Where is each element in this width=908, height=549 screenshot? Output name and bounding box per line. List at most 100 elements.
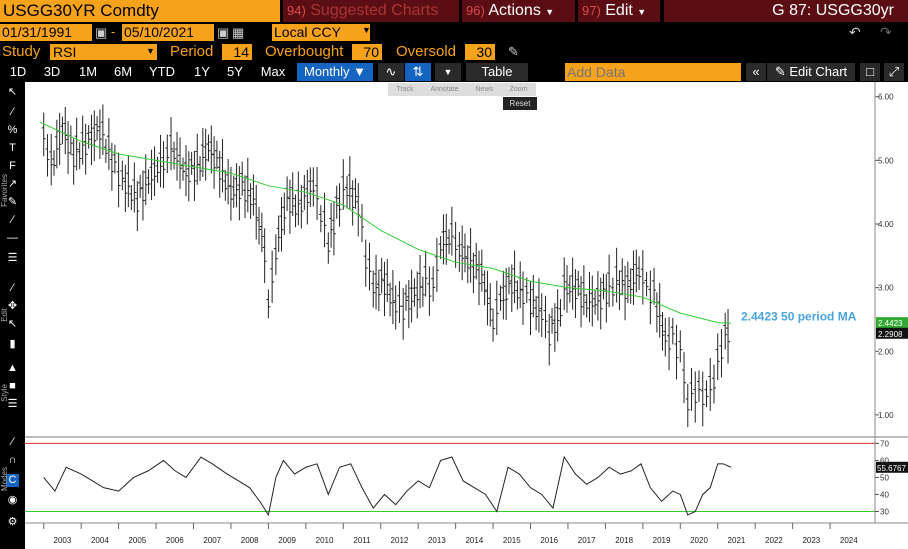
rsi-tick-label: 60 (880, 456, 889, 465)
annotate-tool[interactable]: Annotate (430, 86, 459, 93)
collapse-icon[interactable]: « (746, 63, 766, 81)
line-tool-icon[interactable]: ∕ (11, 106, 14, 118)
table-button[interactable]: Table (466, 63, 528, 81)
rsi-plot: 55.6767 (25, 442, 908, 517)
color-icon[interactable]: ▲ (7, 362, 18, 374)
caret-down-icon: ▼ (545, 7, 555, 17)
chevron-down-icon[interactable]: ▼ (362, 25, 371, 35)
frequency-label: Monthly (303, 64, 350, 79)
actions-num: 96) (466, 3, 485, 18)
calendar-icon[interactable]: ▣ (95, 25, 108, 40)
select-icon[interactable]: ↖ (7, 318, 18, 330)
period-max[interactable]: Max (260, 64, 286, 79)
chart-area[interactable]: 2.4423 50 period MA 2.4423 2.2908 55.6767 … (25, 82, 908, 549)
news-tool[interactable]: News (475, 86, 493, 93)
x-tick-label: 2007 (203, 536, 221, 545)
actions-menu[interactable]: 96) Actions ▼ (462, 0, 575, 22)
period-1m[interactable]: 1M (78, 64, 98, 79)
edit-menu[interactable]: 97) Edit ▼ (578, 0, 660, 22)
fib-icon[interactable]: F (9, 160, 16, 172)
fill-icon[interactable]: ■ (9, 380, 16, 392)
rsi-value-tag: 55.6767 (877, 464, 906, 473)
arrow-tool-icon[interactable]: ↗ (7, 178, 18, 190)
price-plot: 2.4423 50 period MA 2.4423 2.2908 (39, 104, 908, 428)
rsi-tick-label: 50 (880, 473, 889, 482)
period-5y[interactable]: 5Y (227, 64, 243, 79)
x-tick-label: 2016 (540, 536, 558, 545)
reset-button[interactable]: Reset (503, 97, 537, 110)
trash-icon[interactable]: ▮ (9, 338, 16, 350)
period-ytd[interactable]: YTD (149, 64, 175, 79)
text-tool-icon[interactable]: T (9, 142, 16, 154)
y-tick-label: 3.00 (878, 284, 894, 293)
mode-c-icon[interactable]: C (6, 474, 19, 487)
bar-chart-icon[interactable]: ⇅ (405, 63, 431, 81)
pencil-icon[interactable]: ✎ (508, 44, 519, 59)
channel-tool-icon[interactable]: ☰ (7, 252, 18, 264)
x-tick-label: 2022 (765, 536, 783, 545)
x-tick-label: 2017 (578, 536, 596, 545)
ray-tool-icon[interactable]: ∕ (11, 214, 14, 226)
x-tick-label: 2023 (802, 536, 820, 545)
redo-icon[interactable]: ↷ (880, 24, 892, 40)
y-tick-label: 2.00 (878, 347, 894, 356)
track-tool[interactable]: Track (396, 86, 414, 93)
add-data-input[interactable] (565, 63, 741, 81)
x-tick-label: 2014 (465, 536, 483, 545)
oversold-label: Oversold (396, 43, 457, 60)
x-axis-bg (25, 523, 908, 549)
cursor-icon[interactable]: ↖ (7, 86, 18, 98)
suggested-charts-button[interactable]: 94) Suggested Charts (283, 0, 459, 22)
period-field[interactable]: 14 (222, 44, 252, 60)
settings-gear-icon[interactable]: ⚙ (7, 516, 18, 528)
period-1d[interactable]: 1D (9, 64, 27, 79)
end-date-field[interactable]: 05/10/2021 (122, 24, 214, 41)
rsi-tick-label: 40 (880, 490, 889, 499)
chevron-down-icon[interactable]: ▼ (435, 63, 461, 81)
edit-chart-button[interactable]: ✎ Edit Chart (767, 63, 855, 81)
start-date-field[interactable]: 01/31/1991 (0, 24, 92, 41)
y-tick-label: 1.00 (878, 411, 894, 420)
frequency-select[interactable]: Monthly ▼ (297, 63, 373, 81)
move-icon[interactable]: ✥ (7, 300, 18, 312)
study-select[interactable]: RSI (50, 44, 157, 60)
x-tick-label: 2015 (503, 536, 521, 545)
lines-icon[interactable]: ☰ (7, 398, 18, 410)
x-tick-label: 2006 (166, 536, 184, 545)
percent-icon[interactable]: % (7, 124, 18, 136)
line-chart-icon[interactable]: ∿ (378, 63, 404, 81)
edit-square-icon[interactable]: □ (860, 63, 880, 81)
ticker-field[interactable]: USGG30YR Comdty (0, 0, 280, 22)
x-tick-label: 2012 (391, 536, 409, 545)
oversold-field[interactable]: 30 (465, 44, 495, 60)
edit-chart-pencil-icon: ✎ (774, 64, 786, 79)
chart-title: G 87: USGG30yr (664, 0, 908, 22)
x-tick-label: 2011 (353, 536, 371, 545)
ruler-icon[interactable]: ∕ (11, 436, 14, 448)
left-toolbar: ↖ ∕ % T F ↗ ✎ ∕ — ☰ Favorites ∕ ✥ ↖ ▮ Ed… (0, 82, 25, 549)
pen-tool-icon[interactable]: ✎ (7, 196, 18, 208)
period-1y[interactable]: 1Y (194, 64, 210, 79)
expand-icon[interactable]: ⤢ (884, 63, 904, 81)
lock-icon[interactable]: ◉ (7, 494, 18, 506)
grid-icon[interactable]: ▦ (232, 25, 245, 40)
zoom-tool[interactable]: Zoom (509, 86, 528, 93)
calendar-icon[interactable]: ▣ (217, 25, 230, 40)
edit-num: 97) (582, 3, 601, 18)
period-3d[interactable]: 3D (43, 64, 61, 79)
magnet-icon[interactable]: ∩ (8, 454, 17, 466)
favorites-label: Favorites (0, 174, 9, 207)
period-6m[interactable]: 6M (113, 64, 133, 79)
x-tick-label: 2009 (278, 536, 296, 545)
draw-icon[interactable]: ∕ (11, 282, 14, 294)
undo-icon[interactable]: ↶ (849, 24, 861, 40)
overbought-field[interactable]: 70 (352, 44, 382, 60)
ma-value-tag-bg (876, 317, 908, 329)
chevron-down-icon[interactable]: ▼ (146, 46, 155, 56)
caret-down-icon: ▼ (637, 7, 647, 17)
currency-select[interactable]: Local CCY (272, 24, 370, 41)
period-label: Period (170, 43, 214, 60)
hline-tool-icon[interactable]: — (7, 232, 18, 244)
date-separator: - (111, 24, 116, 39)
